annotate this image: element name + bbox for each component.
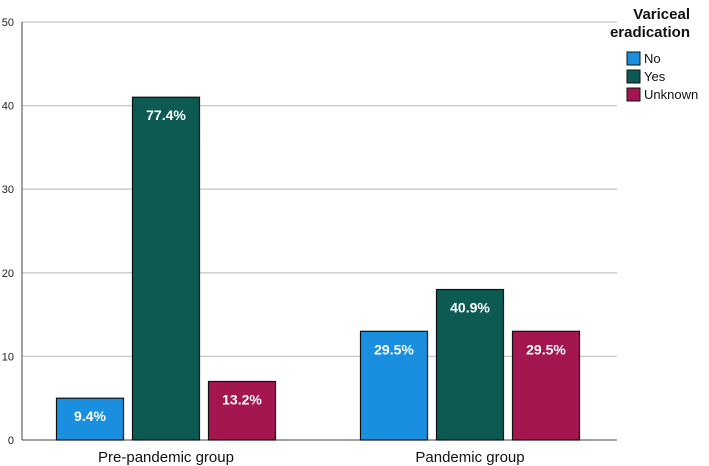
bar-no — [55, 397, 125, 441]
legend-swatch-yes — [626, 69, 641, 84]
bar-yes — [435, 288, 505, 441]
legend-label-no: No — [644, 51, 661, 66]
legend-title: Variceal — [633, 6, 690, 23]
data-label: 77.4% — [146, 107, 186, 123]
y-tick-label: 10 — [2, 351, 14, 363]
y-tick-label: 40 — [2, 101, 14, 113]
bar-unknown — [207, 380, 277, 441]
bar-no — [359, 330, 429, 441]
bar-yes — [131, 96, 201, 441]
y-tick-label: 30 — [2, 184, 14, 196]
y-tick-label: 20 — [2, 268, 14, 280]
x-category-label: Pandemic group — [415, 449, 524, 466]
legend-label-unknown: Unknown — [644, 87, 698, 102]
data-label: 40.9% — [450, 300, 490, 316]
data-label: 13.2% — [222, 391, 262, 407]
data-label: 29.5% — [526, 341, 566, 357]
y-tick-label: 0 — [8, 435, 14, 447]
data-label: 9.4% — [74, 408, 106, 424]
data-label: 29.5% — [374, 341, 414, 357]
legend-label-yes: Yes — [644, 69, 666, 84]
x-category-label: Pre-pandemic group — [98, 449, 234, 466]
legend-title: eradication — [610, 24, 690, 41]
legend-swatch-no — [626, 51, 641, 66]
y-tick-label: 50 — [2, 17, 14, 29]
legend-swatch-unknown — [626, 87, 641, 102]
bar-unknown — [511, 330, 581, 441]
